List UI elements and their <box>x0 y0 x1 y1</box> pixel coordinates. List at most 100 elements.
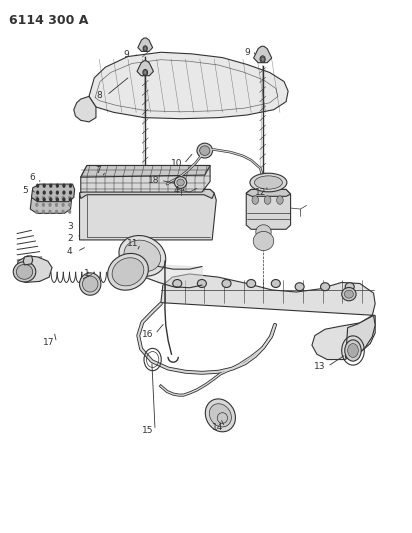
Text: 12: 12 <box>255 188 266 197</box>
Ellipse shape <box>124 240 161 272</box>
Text: 4: 4 <box>173 186 179 195</box>
Circle shape <box>36 183 39 188</box>
Circle shape <box>42 197 46 201</box>
Circle shape <box>56 190 59 195</box>
Text: 9: 9 <box>244 49 250 57</box>
Text: 15: 15 <box>142 426 153 435</box>
Circle shape <box>56 197 59 201</box>
Circle shape <box>35 209 38 214</box>
Text: 14: 14 <box>212 423 223 432</box>
Circle shape <box>68 196 71 200</box>
Circle shape <box>69 183 72 188</box>
Ellipse shape <box>119 236 166 276</box>
Ellipse shape <box>112 258 144 286</box>
Ellipse shape <box>253 231 274 251</box>
Ellipse shape <box>345 340 361 361</box>
Text: 4: 4 <box>67 247 73 256</box>
Polygon shape <box>81 165 210 177</box>
Text: 6114 300 A: 6114 300 A <box>9 14 88 27</box>
Circle shape <box>61 203 65 207</box>
Ellipse shape <box>177 179 184 186</box>
Polygon shape <box>16 256 52 282</box>
Circle shape <box>42 196 45 200</box>
Circle shape <box>69 190 72 195</box>
Circle shape <box>61 209 65 214</box>
Circle shape <box>144 70 147 75</box>
Circle shape <box>36 197 39 201</box>
Text: 13: 13 <box>314 362 326 371</box>
Ellipse shape <box>321 282 330 290</box>
Circle shape <box>42 183 46 188</box>
Text: 7: 7 <box>96 166 101 175</box>
Circle shape <box>276 196 283 204</box>
Polygon shape <box>346 316 375 358</box>
Text: 16: 16 <box>142 329 153 338</box>
Circle shape <box>55 209 58 214</box>
Circle shape <box>69 197 72 201</box>
Circle shape <box>252 196 259 204</box>
Text: 10: 10 <box>171 159 182 168</box>
Circle shape <box>143 46 147 51</box>
Ellipse shape <box>344 290 353 298</box>
Text: 8: 8 <box>96 91 102 100</box>
Circle shape <box>55 203 58 207</box>
Circle shape <box>61 196 65 200</box>
Ellipse shape <box>295 282 304 290</box>
Text: 2: 2 <box>68 234 73 243</box>
Polygon shape <box>30 195 71 213</box>
Circle shape <box>49 183 52 188</box>
Polygon shape <box>161 274 375 360</box>
Text: 17: 17 <box>43 338 55 347</box>
Circle shape <box>68 209 71 214</box>
Circle shape <box>35 203 38 207</box>
Circle shape <box>68 203 71 207</box>
Text: 6: 6 <box>30 173 35 182</box>
Ellipse shape <box>108 253 148 290</box>
Polygon shape <box>81 165 210 192</box>
Polygon shape <box>138 38 152 51</box>
Circle shape <box>49 197 52 201</box>
Text: 3: 3 <box>68 222 73 231</box>
Ellipse shape <box>197 279 206 287</box>
Ellipse shape <box>271 279 280 287</box>
Ellipse shape <box>13 262 36 282</box>
Polygon shape <box>80 189 214 198</box>
Ellipse shape <box>256 225 271 239</box>
Polygon shape <box>137 61 153 76</box>
Ellipse shape <box>16 264 33 279</box>
Text: 11: 11 <box>127 239 139 248</box>
Text: 9: 9 <box>123 51 129 59</box>
Ellipse shape <box>174 176 187 188</box>
Text: 5: 5 <box>23 186 28 195</box>
Polygon shape <box>254 46 272 63</box>
Circle shape <box>144 47 147 50</box>
Ellipse shape <box>345 282 354 290</box>
Circle shape <box>36 190 39 195</box>
Circle shape <box>260 56 265 62</box>
Circle shape <box>42 203 45 207</box>
Circle shape <box>42 190 46 195</box>
Circle shape <box>62 197 66 201</box>
Ellipse shape <box>255 176 282 189</box>
Polygon shape <box>74 96 96 122</box>
Circle shape <box>35 196 38 200</box>
Polygon shape <box>246 189 290 229</box>
Circle shape <box>49 190 52 195</box>
Polygon shape <box>246 189 290 196</box>
Circle shape <box>261 57 264 61</box>
Ellipse shape <box>215 409 230 426</box>
Polygon shape <box>80 189 216 240</box>
Ellipse shape <box>82 276 98 292</box>
Ellipse shape <box>209 403 232 427</box>
Circle shape <box>143 69 147 76</box>
Circle shape <box>62 183 66 188</box>
Ellipse shape <box>80 273 101 295</box>
Circle shape <box>48 203 52 207</box>
Ellipse shape <box>200 146 210 156</box>
Text: 18: 18 <box>147 176 159 185</box>
Text: 1: 1 <box>84 269 90 278</box>
Ellipse shape <box>222 279 231 287</box>
Circle shape <box>42 209 45 214</box>
Polygon shape <box>89 52 288 119</box>
Ellipse shape <box>197 143 213 158</box>
